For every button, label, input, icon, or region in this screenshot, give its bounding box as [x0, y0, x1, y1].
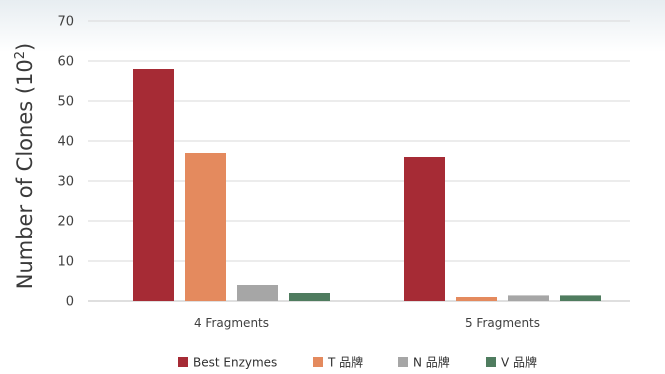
legend-label: V 品牌	[501, 356, 537, 370]
y-tick-label: 10	[57, 255, 74, 270]
y-tick-label: 70	[57, 15, 74, 30]
legend-swatch-t	[313, 357, 323, 367]
bar-n-5-fragments	[508, 295, 549, 301]
y-tick-label: 20	[57, 215, 74, 230]
legend-label: T 品牌	[327, 356, 363, 370]
y-axis-label-close: )	[13, 43, 37, 51]
x-category-label: 5 Fragments	[465, 316, 540, 330]
legend-swatch-v	[486, 357, 496, 367]
bar-v-4-fragments	[289, 293, 330, 301]
bar-t-5-fragments	[456, 297, 497, 301]
y-axis-ticks: 0 10 20 30 40 50 60 70	[57, 15, 74, 310]
bar-best-enzymes-4-fragments	[133, 69, 174, 301]
bar-n-4-fragments	[237, 285, 278, 301]
bars	[133, 69, 601, 301]
y-tick-label: 30	[57, 175, 74, 190]
bar-t-4-fragments	[185, 153, 226, 301]
y-tick-label: 0	[66, 295, 74, 310]
y-tick-label: 60	[57, 55, 74, 70]
legend-label: Best Enzymes	[193, 356, 277, 370]
bar-v-5-fragments	[560, 295, 601, 301]
bar-best-enzymes-5-fragments	[404, 157, 445, 301]
y-axis-label-superscript: 2	[13, 51, 28, 59]
y-axis-label-main: Number of Clones (10	[13, 59, 37, 289]
legend: Best Enzymes T 品牌 N 品牌 V 品牌	[178, 356, 537, 370]
x-category-label: 4 Fragments	[194, 316, 269, 330]
y-tick-label: 50	[57, 95, 74, 110]
y-tick-label: 40	[57, 135, 74, 150]
legend-swatch-n	[398, 357, 408, 367]
legend-swatch-best-enzymes	[178, 357, 188, 367]
x-axis-categories: 4 Fragments 5 Fragments	[194, 316, 540, 330]
gridlines	[88, 20, 630, 302]
y-axis-label: Number of Clones (102)	[13, 43, 37, 290]
legend-label: N 品牌	[413, 356, 450, 370]
